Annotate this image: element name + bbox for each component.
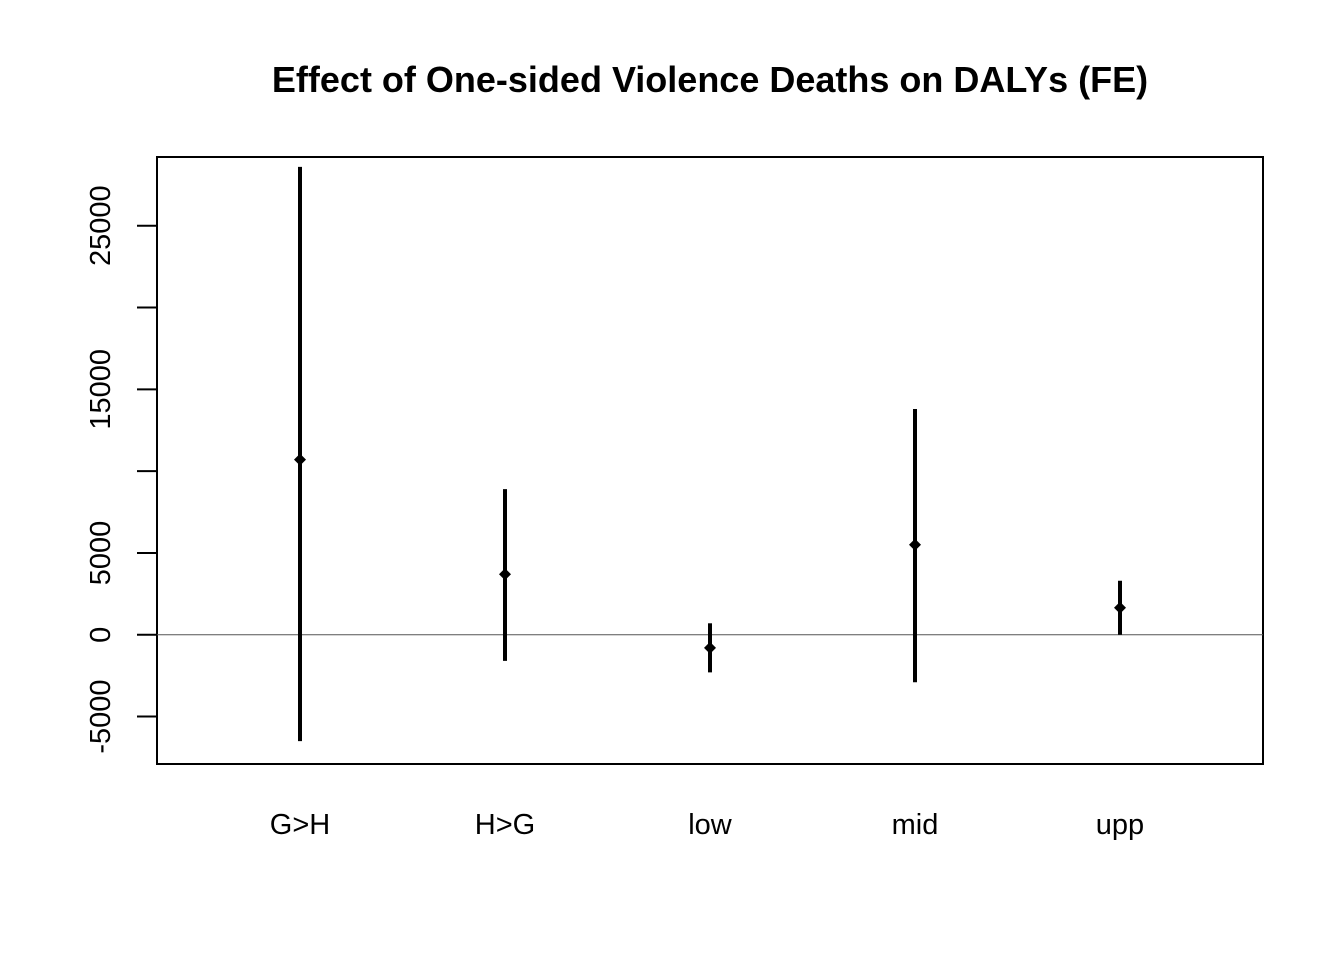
y-axis: -5000 0 5000 15000 25000 — [85, 185, 157, 754]
x-tick-label: H>G — [475, 809, 535, 841]
y-tick-label: -5000 — [85, 679, 117, 753]
x-tick-label: low — [688, 809, 733, 841]
y-tick-label: 25000 — [85, 185, 117, 266]
x-tick-label: mid — [892, 809, 939, 841]
y-tick-label: 5000 — [85, 521, 117, 586]
point-estimate — [704, 641, 716, 654]
plot-frame — [156, 156, 1264, 765]
point-estimate — [499, 568, 511, 581]
chart-title: Effect of One-sided Violence Deaths on D… — [272, 59, 1148, 100]
x-tick-label: upp — [1096, 809, 1144, 841]
error-bars — [294, 166, 1126, 742]
point-estimate — [294, 453, 306, 466]
y-tick-label: 0 — [85, 627, 117, 643]
point-estimate — [1114, 601, 1126, 614]
x-axis: G>H H>G low mid upp — [270, 809, 1144, 841]
point-estimate — [909, 538, 921, 551]
y-tick-label: 15000 — [85, 349, 117, 430]
x-tick-label: G>H — [270, 809, 330, 841]
